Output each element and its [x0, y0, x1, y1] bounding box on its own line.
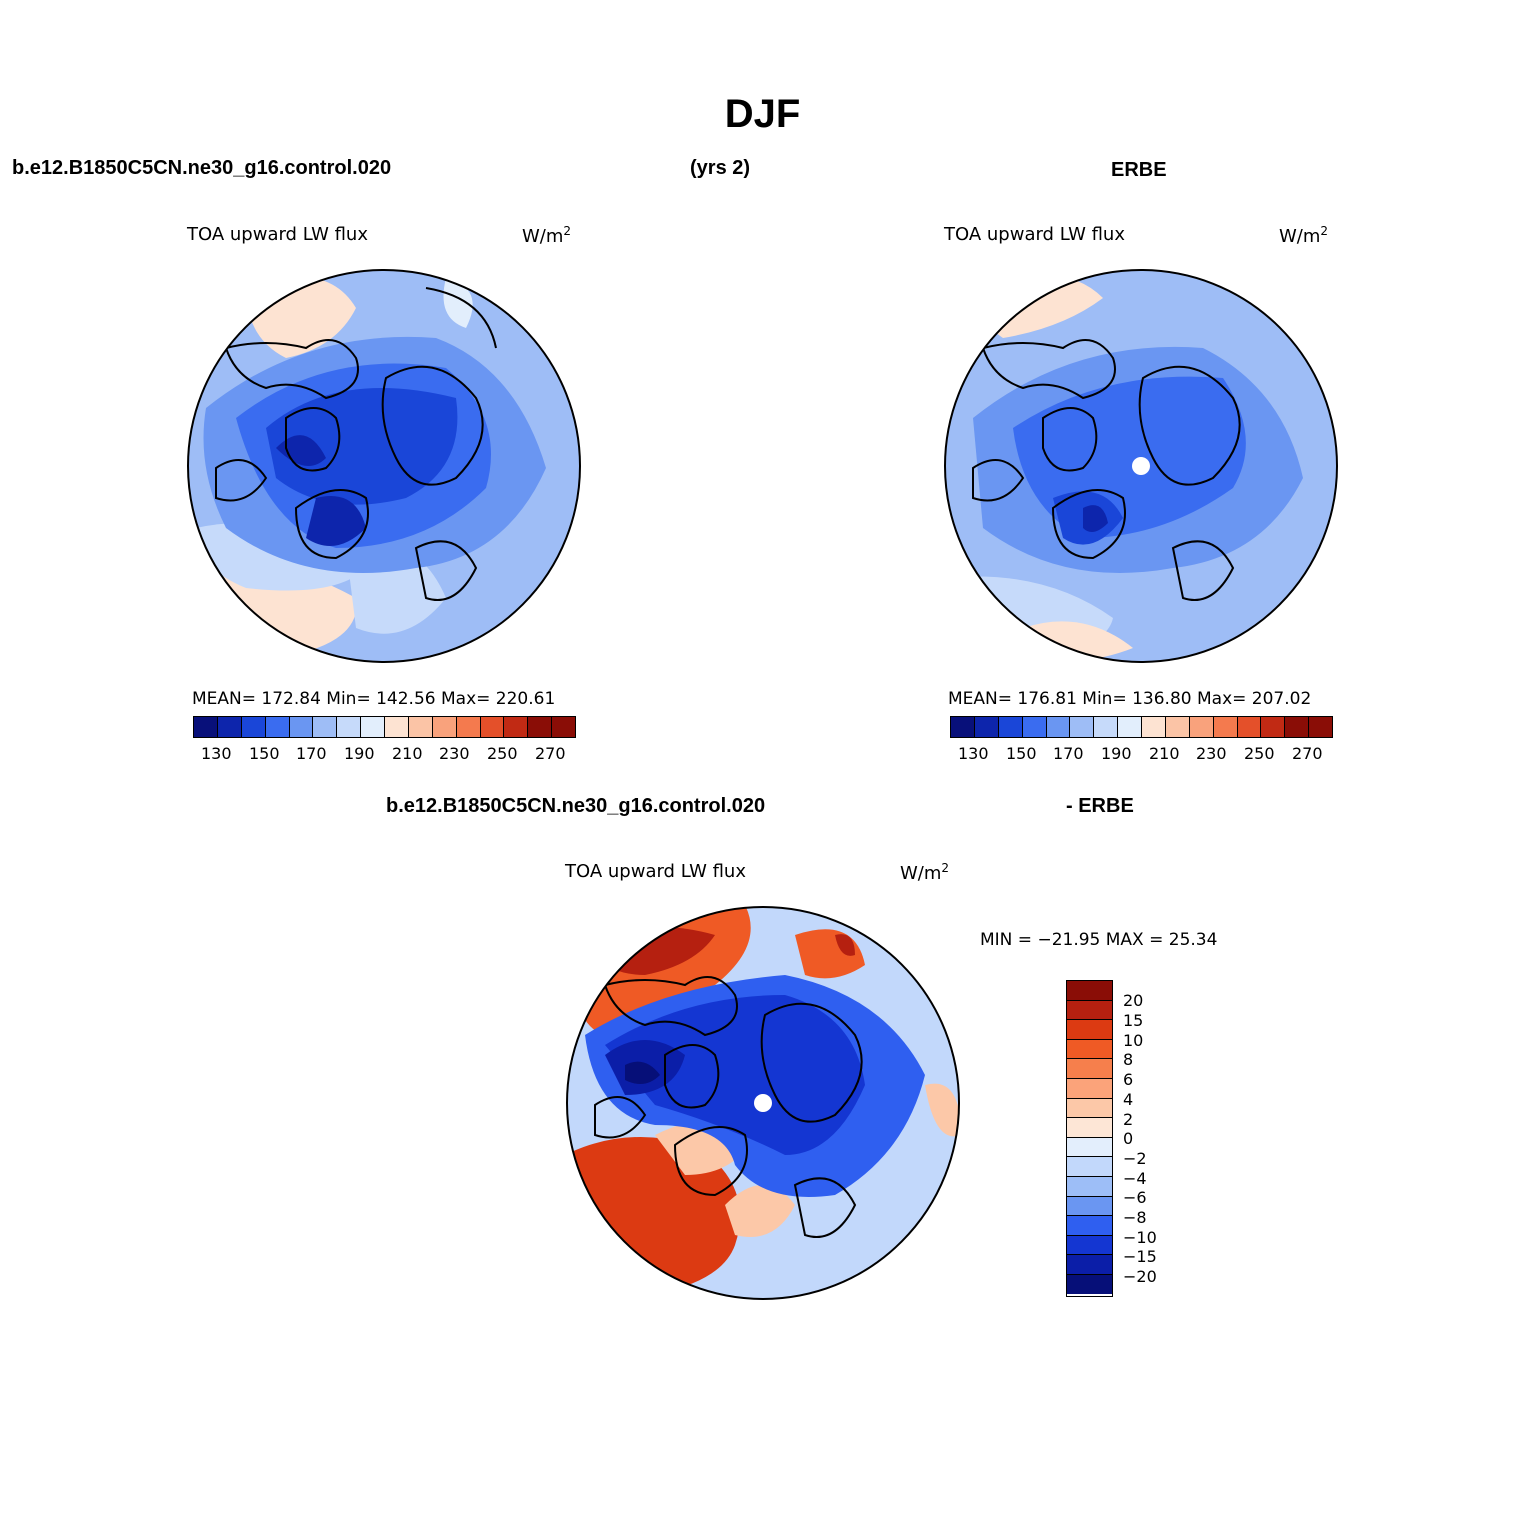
- diff-tick-12: −10: [1123, 1228, 1157, 1247]
- right-polar-map: [944, 269, 1338, 663]
- diff-tick-10: −6: [1123, 1188, 1147, 1207]
- right-tick-0: 130: [958, 744, 989, 763]
- diff-variable-label: TOA upward LW flux: [565, 861, 746, 882]
- obs-case-label: ERBE: [1111, 159, 1167, 181]
- left-tick-7: 270: [535, 744, 566, 763]
- diff-tick-6: 2: [1123, 1110, 1134, 1129]
- left-variable-label: TOA upward LW flux: [187, 224, 368, 245]
- diff-case-label: b.e12.B1850C5CN.ne30_g16.control.020: [386, 795, 766, 817]
- years-label: (yrs 2): [690, 157, 751, 179]
- right-colorbar: [950, 716, 1333, 738]
- diff-units-label: W/m2: [900, 861, 950, 884]
- left-units-label: W/m2: [522, 224, 572, 247]
- diff-stats: MIN = −21.95 MAX = 25.34: [980, 930, 1218, 950]
- diff-tick-7: 0: [1123, 1129, 1134, 1148]
- diff-tick-14: −20: [1123, 1267, 1157, 1286]
- diff-tick-1: 15: [1123, 1011, 1144, 1030]
- diff-minus-label: - ERBE: [1066, 795, 1134, 817]
- right-stats: MEAN= 176.81 Min= 136.80 Max= 207.02: [948, 689, 1312, 709]
- right-tick-3: 190: [1101, 744, 1132, 763]
- right-tick-5: 230: [1196, 744, 1227, 763]
- left-tick-5: 230: [439, 744, 470, 763]
- diff-tick-4: 6: [1123, 1070, 1134, 1089]
- diff-tick-0: 20: [1123, 991, 1144, 1010]
- left-stats: MEAN= 172.84 Min= 142.56 Max= 220.61: [192, 689, 556, 709]
- diff-tick-5: 4: [1123, 1090, 1134, 1109]
- left-tick-3: 190: [344, 744, 375, 763]
- model-case-label: b.e12.B1850C5CN.ne30_g16.control.020: [12, 157, 392, 179]
- diff-colorbar: [1066, 980, 1113, 1297]
- right-tick-1: 150: [1006, 744, 1037, 763]
- left-tick-2: 170: [296, 744, 327, 763]
- right-tick-2: 170: [1053, 744, 1084, 763]
- left-tick-0: 130: [201, 744, 232, 763]
- left-tick-6: 250: [487, 744, 518, 763]
- diff-tick-2: 10: [1123, 1031, 1144, 1050]
- diff-tick-13: −15: [1123, 1247, 1157, 1266]
- diff-tick-3: 8: [1123, 1050, 1134, 1069]
- right-tick-4: 210: [1149, 744, 1180, 763]
- left-polar-map: [187, 269, 581, 663]
- left-tick-4: 210: [392, 744, 423, 763]
- diff-tick-8: −2: [1123, 1149, 1147, 1168]
- left-tick-1: 150: [249, 744, 280, 763]
- right-tick-6: 250: [1244, 744, 1275, 763]
- right-units-label: W/m2: [1279, 224, 1329, 247]
- diff-tick-9: −4: [1123, 1169, 1147, 1188]
- right-tick-7: 270: [1292, 744, 1323, 763]
- right-variable-label: TOA upward LW flux: [944, 224, 1125, 245]
- left-colorbar: [193, 716, 576, 738]
- diff-polar-map: [566, 906, 960, 1300]
- diff-tick-11: −8: [1123, 1208, 1147, 1227]
- page-title: DJF: [724, 92, 801, 136]
